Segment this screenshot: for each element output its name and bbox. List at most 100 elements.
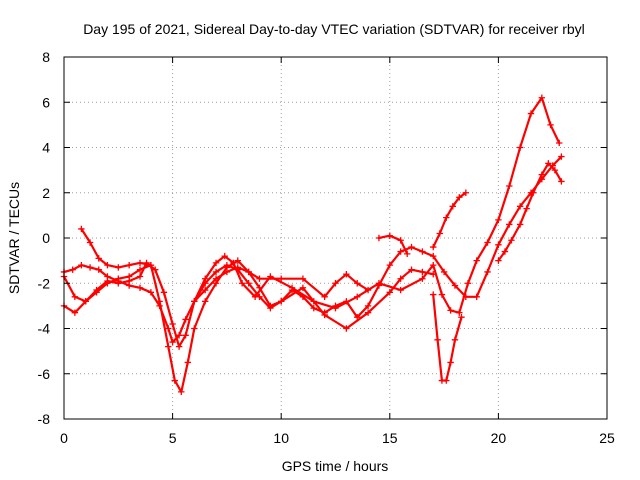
x-tick-label: 10: [273, 430, 289, 446]
data-point: [147, 289, 155, 296]
data-point: [386, 289, 393, 296]
data-point: [115, 264, 122, 271]
data-point: [419, 275, 426, 282]
plot-frame: [63, 56, 608, 420]
data-point: [95, 266, 102, 273]
data-point: [430, 291, 437, 298]
data-point: [104, 280, 111, 287]
data-point: [443, 214, 450, 221]
data-point: [136, 273, 144, 280]
data-point: [136, 259, 144, 267]
tick-label-layer: 0 5 10 15 20 25 -8 -6 -4 -2 0 2 4 6 8: [38, 49, 615, 446]
x-axis-label: GPS time / hours: [282, 458, 389, 474]
data-point: [212, 259, 220, 267]
data-point: [71, 293, 79, 301]
data-point: [447, 307, 454, 314]
y-tick-label: -4: [38, 321, 51, 337]
series-sat-h: [430, 189, 470, 251]
data-point: [375, 282, 383, 289]
series-line: [377, 234, 409, 255]
data-point: [125, 261, 133, 269]
data-point: [125, 282, 133, 289]
data-point: [529, 189, 537, 196]
data-point: [430, 261, 437, 269]
data-point: [169, 320, 176, 328]
data-point: [506, 182, 513, 190]
data-point: [93, 289, 100, 296]
data-point: [451, 282, 459, 289]
x-tick-label: 0: [60, 430, 68, 446]
y-axis-label: SDTVAR / TECUs: [6, 182, 22, 294]
data-point: [86, 264, 94, 271]
data-point: [403, 250, 411, 258]
data-point: [440, 268, 448, 276]
series-sat-b: [60, 257, 437, 396]
data-point: [364, 286, 372, 294]
series-sat-e: [191, 153, 565, 321]
data-point: [278, 298, 285, 305]
data-point: [175, 332, 183, 339]
data-point: [343, 271, 350, 278]
data-point: [397, 248, 404, 255]
data-point: [310, 304, 317, 312]
data-point: [256, 293, 263, 301]
data-point: [169, 338, 176, 346]
data-point: [95, 255, 102, 262]
data-point: [538, 171, 546, 178]
series-line: [432, 191, 467, 249]
data-point: [165, 325, 172, 332]
data-point: [234, 257, 241, 264]
data-point: [456, 309, 463, 316]
data-point: [201, 286, 209, 294]
data-point: [178, 388, 185, 396]
data-point: [299, 293, 307, 301]
data-point: [234, 266, 241, 273]
y-tick-label: -6: [38, 366, 51, 382]
data-point: [397, 275, 404, 282]
data-point: [82, 298, 89, 305]
data-point: [508, 237, 515, 244]
y-tick-label: 4: [42, 140, 50, 156]
data-point: [408, 266, 415, 273]
data-point: [364, 302, 372, 310]
y-tick-label: -2: [38, 275, 51, 291]
data-point: [484, 268, 491, 276]
data-point: [171, 377, 178, 384]
data-point: [288, 286, 296, 294]
data-point: [449, 203, 456, 210]
data-point: [256, 284, 263, 291]
data-point: [332, 280, 339, 287]
data-point: [201, 298, 209, 305]
data-point: [184, 359, 192, 366]
data-point: [538, 94, 546, 101]
data-point: [245, 280, 252, 287]
series-line: [497, 162, 563, 262]
data-point: [473, 293, 480, 301]
data-point: [175, 343, 183, 350]
data-point: [458, 313, 465, 321]
series-sat-i: [495, 160, 565, 264]
series-layer: [60, 94, 565, 396]
data-point: [191, 298, 198, 305]
y-tick-label: 0: [42, 230, 50, 246]
series-sat-g: [430, 291, 465, 384]
data-point: [495, 241, 502, 248]
data-point: [78, 225, 85, 233]
data-point: [147, 261, 155, 269]
data-point: [182, 332, 189, 339]
data-point: [551, 166, 559, 174]
data-point: [212, 268, 220, 276]
data-point: [438, 291, 446, 298]
data-point: [165, 343, 172, 350]
data-point: [462, 189, 470, 196]
data-point: [545, 160, 552, 167]
data-point: [527, 110, 535, 117]
data-point: [343, 325, 350, 332]
data-point: [447, 359, 454, 366]
chart-title: Day 195 of 2021, Sidereal Day-to-day VTE…: [83, 21, 585, 37]
data-point: [278, 275, 285, 282]
data-point: [364, 309, 372, 316]
data-point: [386, 261, 393, 269]
data-point: [223, 268, 231, 276]
data-point: [299, 284, 307, 291]
